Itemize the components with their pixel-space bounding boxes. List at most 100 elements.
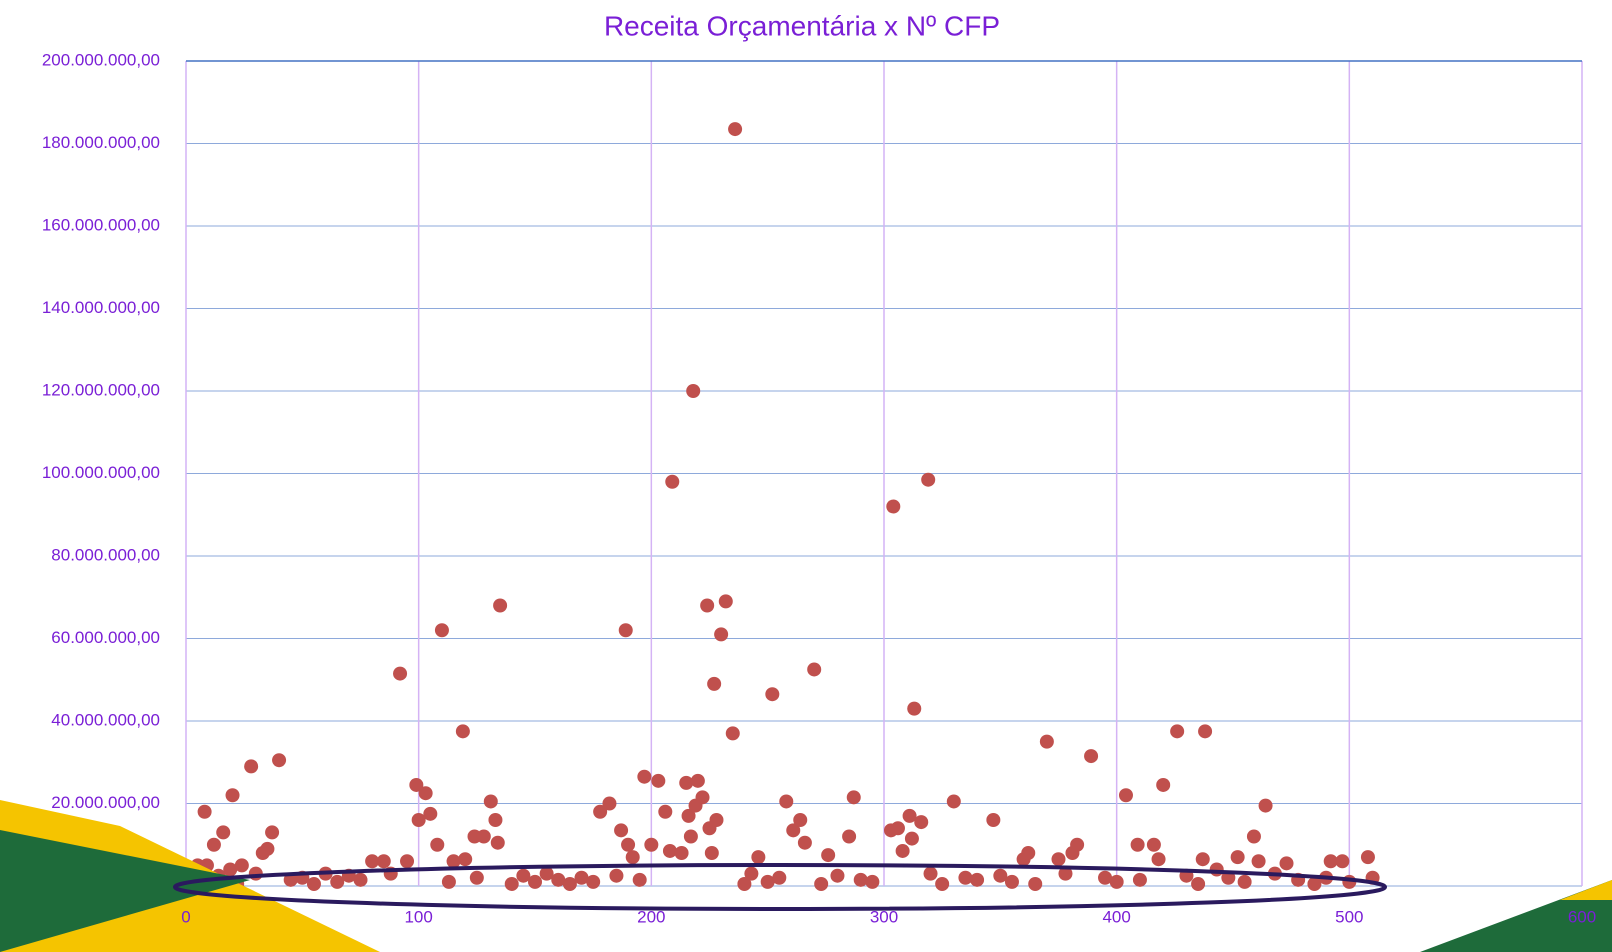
point (696, 790, 710, 804)
y-tick-label: 100.000.000,00 (42, 463, 160, 482)
point (914, 815, 928, 829)
point (705, 846, 719, 860)
point (700, 599, 714, 613)
x-tick-label: 300 (870, 907, 898, 926)
y-tick-label: 120.000.000,00 (42, 380, 160, 399)
point (602, 797, 616, 811)
point (637, 770, 651, 784)
point (633, 873, 647, 887)
point (354, 873, 368, 887)
point (854, 873, 868, 887)
point (377, 854, 391, 868)
point (772, 871, 786, 885)
chart: Receita Orçamentária x Nº CFP -20.000.00… (0, 0, 1612, 952)
point (1133, 873, 1147, 887)
point (847, 790, 861, 804)
point (430, 838, 444, 852)
point (1070, 838, 1084, 852)
x-tick-label: 200 (637, 907, 665, 926)
y-tick-label: 40.000.000,00 (51, 710, 160, 729)
point (728, 122, 742, 136)
point (207, 838, 221, 852)
point (393, 667, 407, 681)
point (947, 794, 961, 808)
point (675, 846, 689, 860)
point (905, 832, 919, 846)
point (684, 830, 698, 844)
point (679, 776, 693, 790)
point (842, 830, 856, 844)
point (924, 867, 938, 881)
point (751, 850, 765, 864)
point (1231, 850, 1245, 864)
point (1119, 788, 1133, 802)
point (651, 774, 665, 788)
point (1259, 799, 1273, 813)
point (1191, 877, 1205, 891)
point (528, 875, 542, 889)
y-tick-label: 140.000.000,00 (42, 298, 160, 317)
point (609, 869, 623, 883)
x-tick-label: 600 (1568, 907, 1596, 926)
point (719, 594, 733, 608)
point (435, 623, 449, 637)
point (765, 687, 779, 701)
point (477, 830, 491, 844)
point (216, 825, 230, 839)
point (821, 848, 835, 862)
point (249, 867, 263, 881)
point (830, 869, 844, 883)
y-tick-label: 200.000.000,00 (42, 50, 160, 69)
point (1131, 838, 1145, 852)
point (1028, 877, 1042, 891)
point (505, 877, 519, 891)
point (619, 623, 633, 637)
point (744, 867, 758, 881)
point (658, 805, 672, 819)
point (709, 813, 723, 827)
point (1005, 875, 1019, 889)
point (442, 875, 456, 889)
point (586, 875, 600, 889)
point (626, 850, 640, 864)
point (1280, 856, 1294, 870)
y-tick-label: 20.000.000,00 (51, 793, 160, 812)
point (307, 877, 321, 891)
point (986, 813, 1000, 827)
point (456, 724, 470, 738)
point (260, 842, 274, 856)
point (1110, 875, 1124, 889)
point (1152, 852, 1166, 866)
point (1252, 854, 1266, 868)
y-tick-label: 160.000.000,00 (42, 215, 160, 234)
y-tick-label: 80.000.000,00 (51, 545, 160, 564)
point (644, 838, 658, 852)
point (691, 774, 705, 788)
point (470, 871, 484, 885)
point (621, 838, 635, 852)
point (665, 475, 679, 489)
point (1238, 875, 1252, 889)
point (663, 844, 677, 858)
x-tick-label: 100 (404, 907, 432, 926)
point (1156, 778, 1170, 792)
point (891, 821, 905, 835)
point (1247, 830, 1261, 844)
x-tick-label: 500 (1335, 907, 1363, 926)
point (493, 599, 507, 613)
point (419, 786, 433, 800)
point (686, 384, 700, 398)
point (726, 726, 740, 740)
point (614, 823, 628, 837)
point (807, 662, 821, 676)
point (935, 877, 949, 891)
y-tick-label: 60.000.000,00 (51, 628, 160, 647)
point (491, 836, 505, 850)
point (488, 813, 502, 827)
point (1170, 724, 1184, 738)
point (921, 473, 935, 487)
point (1210, 863, 1224, 877)
point (265, 825, 279, 839)
point (1361, 850, 1375, 864)
chart-title: Receita Orçamentária x Nº CFP (604, 10, 1000, 41)
